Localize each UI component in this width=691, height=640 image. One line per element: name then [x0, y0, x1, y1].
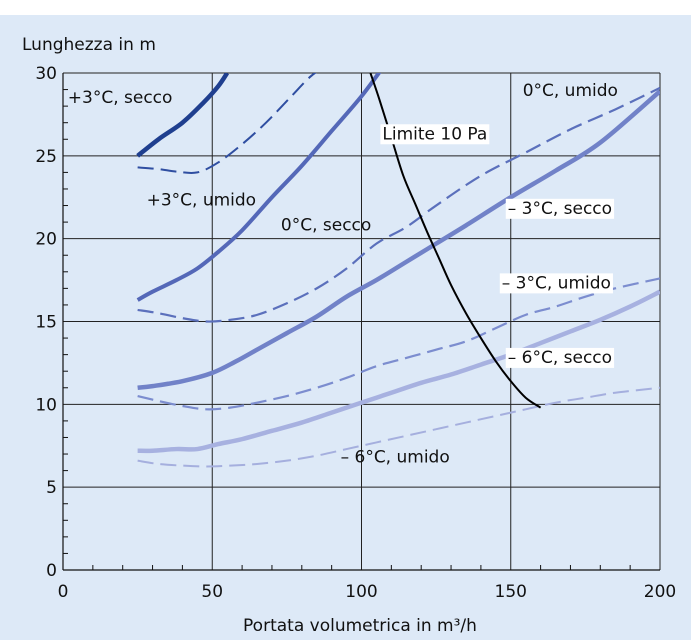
annotation-label: +3°C, umido [147, 191, 257, 211]
series-lines [136, 73, 660, 468]
series-line-3-c-secco [136, 73, 230, 158]
series-line-6-c-secco [137, 289, 660, 454]
annotation-label: – 6°C, secco [505, 347, 615, 368]
annotations: +3°C, secco +3°C, umido 0°C, secco Limite 1… [68, 81, 618, 467]
axes: 0 50 100 150 200 0 5 10 15 20 25 30 [35, 64, 676, 602]
annotation-text: Limite 10 Pa [382, 124, 487, 144]
annotation-label: 0°C, secco [281, 215, 371, 235]
y-tick-label: 30 [35, 64, 57, 84]
y-tick-label: 5 [46, 478, 57, 498]
annotation-text: – 3°C, umido [502, 273, 611, 293]
annotation-label: – 3°C, secco [505, 198, 615, 219]
annotation-text: +3°C, secco [68, 88, 173, 108]
y-tick-label: 0 [46, 561, 57, 581]
x-tick-label: 150 [495, 582, 527, 602]
y-tick-label: 20 [35, 230, 57, 250]
x-tick-label: 100 [345, 582, 377, 602]
annotation-background [505, 347, 615, 368]
x-tick-label: 200 [644, 582, 676, 602]
x-tick-label: 0 [58, 582, 69, 602]
annotation-background [505, 198, 615, 219]
grid-lines [63, 72, 661, 570]
annotation-background [499, 273, 613, 294]
annotation-label: – 6°C, umido [341, 447, 450, 467]
y-tick-label: 25 [35, 147, 57, 167]
annotation-text: – 6°C, secco [508, 348, 612, 368]
series-line-3-c-secco [137, 89, 660, 391]
annotation-label: 0°C, umido [523, 81, 618, 101]
y-tick-label: 10 [35, 395, 57, 415]
series-line-6-c-umido [137, 386, 660, 468]
annotation-text: – 6°C, umido [341, 447, 450, 467]
series-line-0-c-umido [137, 86, 660, 323]
axis-labels: Lunghezza in m Portata volumetrica in m³… [22, 35, 477, 636]
annotation-label: – 3°C, umido [499, 273, 613, 294]
annotation-text: 0°C, secco [281, 215, 371, 235]
annotation-label: +3°C, secco [68, 88, 173, 108]
annotation-text: – 3°C, secco [508, 199, 612, 219]
x-axis-label: Portata volumetrica in m³/h [243, 616, 477, 636]
annotation-label: Limite 10 Pa [380, 124, 490, 145]
x-tick-label: 50 [201, 582, 223, 602]
annotation-background [380, 124, 490, 145]
annotation-text: +3°C, umido [147, 191, 257, 211]
annotation-text: 0°C, umido [523, 81, 618, 101]
y-axis-label: Lunghezza in m [22, 35, 156, 55]
series-line-3-c-umido [137, 277, 660, 411]
y-tick-label: 15 [35, 313, 57, 333]
series-line-3-c-umido [137, 73, 317, 174]
series-line-0-c-secco [136, 73, 382, 302]
